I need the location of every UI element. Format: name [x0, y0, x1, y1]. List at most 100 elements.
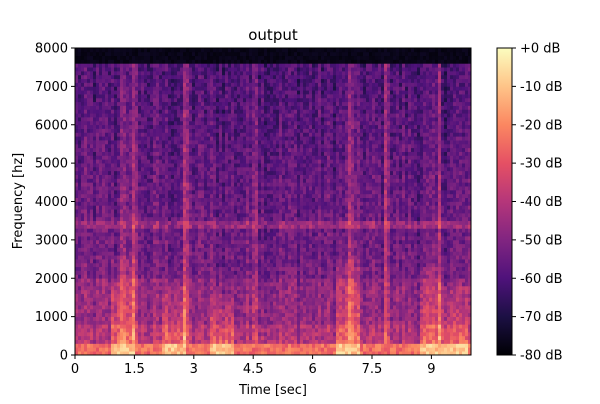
spectrogram-cell [186, 282, 190, 287]
spectrogram-cell [249, 59, 253, 64]
spectrogram-cell [237, 328, 241, 333]
spectrogram-cell [204, 182, 208, 187]
spectrogram-cell [255, 90, 259, 95]
spectrogram-cell [138, 259, 142, 264]
spectrogram-cell [252, 293, 256, 298]
spectrogram-cell [141, 143, 145, 149]
spectrogram-cell [84, 67, 88, 72]
spectrogram-cell [78, 147, 82, 152]
spectrogram-cell [180, 74, 184, 80]
spectrogram-cell [222, 182, 226, 187]
spectrogram-cell [255, 170, 259, 175]
spectrogram-cell [165, 262, 169, 268]
spectrogram-cell [81, 335, 85, 340]
spectrogram-cell [147, 232, 151, 237]
spectrogram-cell [180, 247, 184, 252]
spectrogram-cell [249, 186, 253, 191]
spectrogram-cell [258, 312, 262, 317]
spectrogram-cell [258, 189, 262, 195]
spectrogram-cell [99, 170, 103, 175]
spectrogram-cell [240, 262, 244, 268]
spectrogram-cell [207, 189, 211, 195]
spectrogram-cell [246, 67, 250, 72]
spectrogram-cell [90, 285, 94, 291]
spectrogram-cell [171, 316, 175, 321]
spectrogram-cell [252, 132, 256, 137]
spectrogram-cell [96, 239, 100, 245]
spectrogram-cell [153, 266, 157, 271]
spectrogram-cell [183, 282, 187, 287]
spectrogram-cell [159, 236, 163, 241]
spectrogram-cell [144, 101, 148, 106]
spectrogram-cell [102, 170, 106, 175]
spectrogram-cell [87, 170, 91, 175]
spectrogram-cell [207, 163, 211, 168]
spectrogram-cell [132, 251, 136, 256]
spectrogram-cell [165, 339, 169, 344]
spectrogram-cell [222, 189, 226, 195]
spectrogram-cell [96, 316, 100, 321]
spectrogram-cell [219, 74, 223, 80]
spectrogram-cell [252, 71, 256, 76]
spectrogram-cell [255, 132, 259, 137]
spectrogram-cell [159, 328, 163, 333]
spectrogram-cell [93, 209, 97, 214]
spectrogram-cell [153, 189, 157, 195]
spectrogram-cell [171, 262, 175, 268]
spectrogram-cell [201, 71, 205, 76]
spectrogram-cell [132, 289, 136, 294]
spectrogram-cell [174, 305, 178, 310]
spectrogram-cell [84, 59, 88, 64]
spectrogram-cell [192, 213, 196, 218]
spectrogram-cell [198, 136, 202, 141]
spectrogram-cell [90, 205, 94, 210]
spectrogram-cell [195, 178, 199, 183]
spectrogram-cell [135, 266, 139, 271]
spectrogram-cell [129, 339, 133, 344]
spectrogram-cell [78, 189, 82, 195]
spectrogram-cell [198, 224, 202, 229]
spectrogram-cell [144, 147, 148, 152]
spectrogram-cell [78, 197, 82, 202]
spectrogram-cell [99, 109, 103, 114]
spectrogram-cell [174, 78, 178, 83]
spectrogram-cell [84, 351, 88, 355]
spectrogram-cell [243, 308, 247, 314]
spectrogram-cell [111, 205, 115, 210]
spectrogram-cell [93, 143, 97, 149]
spectrogram-cell [234, 86, 238, 91]
spectrogram-cell [237, 351, 241, 355]
spectrogram-cell [108, 94, 112, 99]
spectrogram-cell [240, 113, 244, 118]
spectrogram-cell [129, 113, 133, 118]
spectrogram-cell [261, 285, 265, 291]
spectrogram-cell [120, 182, 124, 187]
spectrogram-cell [114, 63, 118, 68]
spectrogram-cell [138, 109, 142, 114]
spectrogram-cell [228, 159, 232, 164]
spectrogram-cell [135, 117, 139, 122]
spectrogram-cell [258, 274, 262, 279]
spectrogram-cell [81, 186, 85, 191]
spectrogram-cell [75, 262, 79, 268]
spectrogram-cell [243, 101, 247, 106]
spectrogram-cell [228, 347, 232, 352]
spectrogram-cell [195, 339, 199, 344]
spectrogram-cell [81, 82, 85, 87]
spectrogram-cell [219, 259, 223, 264]
spectrogram-cell [198, 339, 202, 344]
spectrogram-cell [138, 71, 142, 76]
spectrogram-cell [78, 328, 82, 333]
spectrogram-cell [183, 297, 187, 302]
spectrogram-cell [207, 132, 211, 137]
spectrogram-cell [117, 224, 121, 229]
spectrogram-cell [237, 74, 241, 80]
spectrogram-cell [126, 159, 130, 164]
spectrogram-cell [252, 259, 256, 264]
spectrogram-cell [198, 78, 202, 83]
spectrogram-cell [135, 239, 139, 245]
spectrogram-cell [162, 255, 166, 260]
spectrogram-cell [249, 163, 253, 168]
spectrogram-cell [210, 74, 214, 80]
spectrogram-cell [126, 59, 130, 64]
